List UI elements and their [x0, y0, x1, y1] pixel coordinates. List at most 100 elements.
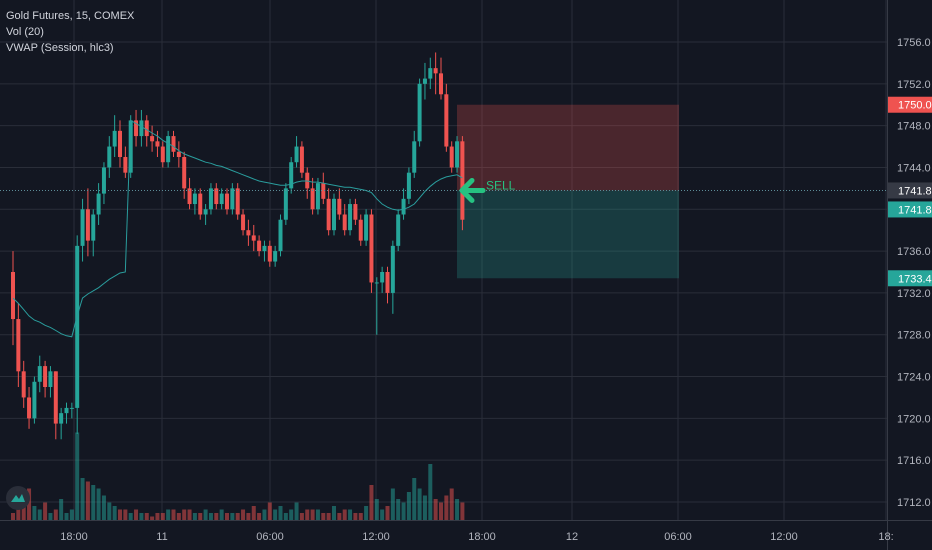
- candle-body: [412, 141, 417, 173]
- volume-indicator-label[interactable]: Vol (20): [6, 26, 44, 38]
- candle-body: [241, 214, 246, 231]
- candle-body: [203, 209, 208, 215]
- volume-bars: [11, 432, 465, 520]
- vwap-line: [12, 119, 463, 338]
- time-tick-label: 18:: [878, 531, 893, 543]
- time-tick-label: 06:00: [664, 531, 692, 543]
- candle-body: [257, 240, 262, 252]
- volume-bar: [144, 513, 149, 520]
- volume-bar: [230, 513, 235, 520]
- volume-bar: [326, 513, 331, 520]
- candle-body: [59, 413, 64, 424]
- candle-body: [262, 245, 267, 252]
- current-price-tag-bg: [888, 182, 932, 199]
- candle-body: [85, 209, 90, 241]
- candle-body: [385, 272, 390, 293]
- time-tick-label: 18:00: [468, 531, 496, 543]
- sell-arrow-icon: [459, 177, 486, 203]
- volume-bar: [48, 513, 53, 520]
- volume-bar: [139, 513, 144, 520]
- candles: [11, 52, 465, 440]
- volume-bar: [91, 485, 96, 520]
- candle-body: [134, 120, 139, 137]
- volume-bar: [369, 485, 374, 520]
- volume-bar: [348, 509, 353, 520]
- volume-bar: [192, 513, 197, 520]
- volume-bar: [16, 509, 21, 520]
- volume-bar: [305, 509, 310, 520]
- candle-body: [321, 183, 326, 199]
- candle-body: [91, 214, 96, 241]
- position-zones[interactable]: [457, 104, 679, 279]
- candle-body: [16, 319, 21, 372]
- time-axis[interactable]: 18:00 11 06:00 12:00 18:00 12 06:00 12:00 18:: [60, 531, 893, 543]
- candle-body: [449, 146, 454, 168]
- volume-bar: [134, 509, 139, 520]
- price-tick-label: 1716.0: [897, 455, 931, 467]
- price-tick-label: 1736.0: [897, 246, 931, 258]
- volume-bar: [401, 502, 406, 520]
- price-tags: 1750.0 1741.8 1741.8 1733.4: [888, 96, 932, 287]
- price-tick-label: 1720.0: [897, 413, 931, 425]
- time-tick-label: 12:00: [362, 531, 390, 543]
- volume-bar: [433, 499, 438, 520]
- volume-bar: [203, 509, 208, 520]
- candle-body: [278, 219, 283, 252]
- stop-loss-zone: [457, 104, 679, 191]
- volume-bar: [182, 509, 187, 520]
- candle-body: [444, 94, 449, 147]
- volume-bar: [107, 502, 112, 520]
- candle-body: [214, 188, 219, 205]
- candle-body: [273, 251, 278, 262]
- volume-bar: [176, 513, 181, 520]
- candle-body: [428, 68, 433, 79]
- candle-body: [406, 172, 411, 199]
- volume-bar: [422, 495, 427, 520]
- volume-bar: [27, 488, 32, 520]
- candle-body: [80, 209, 85, 246]
- candle-body: [139, 120, 144, 137]
- volume-bar: [310, 509, 315, 520]
- time-tick-label: 18:00: [60, 531, 88, 543]
- candle-body: [75, 245, 80, 408]
- volume-bar: [101, 495, 106, 520]
- candle-body: [176, 151, 181, 157]
- candle-body: [225, 193, 229, 210]
- candle-body: [433, 68, 438, 74]
- candle-body: [123, 157, 128, 173]
- volume-bar: [444, 495, 449, 520]
- volume-bar: [257, 513, 262, 520]
- price-tick-label: 1728.0: [897, 330, 931, 342]
- candle-body: [326, 198, 331, 231]
- candle-body: [390, 245, 395, 293]
- volume-bar: [385, 506, 390, 520]
- volume-bar: [198, 513, 203, 520]
- stop-price-tag: 1750.0: [898, 100, 932, 112]
- volume-bar: [21, 499, 26, 520]
- candle-body: [37, 366, 42, 382]
- candle-body: [396, 214, 401, 246]
- volume-bar: [374, 499, 379, 520]
- volume-bar: [273, 509, 278, 520]
- last-price-tag-bg: [888, 201, 932, 218]
- volume-bar: [321, 513, 326, 520]
- tradingview-logo-icon[interactable]: [6, 486, 30, 510]
- volume-bar: [155, 513, 160, 520]
- candle-body: [208, 188, 213, 210]
- target-price-tag: 1733.4: [898, 273, 932, 285]
- volume-bar: [337, 513, 342, 520]
- candle-body: [358, 219, 363, 241]
- price-tick-label: 1752.0: [897, 79, 931, 91]
- vwap-indicator-label[interactable]: VWAP (Session, hlc3): [6, 42, 114, 54]
- symbol-title[interactable]: Gold Futures, 15, COMEX: [6, 10, 135, 22]
- candle-body: [160, 146, 165, 163]
- candle-body: [289, 162, 294, 189]
- current-price-tag: 1741.8: [898, 185, 932, 197]
- volume-bar: [299, 513, 304, 520]
- candle-body: [32, 381, 37, 419]
- candle-body: [235, 188, 240, 215]
- volume-bar: [283, 513, 288, 520]
- volume-bar: [455, 499, 460, 520]
